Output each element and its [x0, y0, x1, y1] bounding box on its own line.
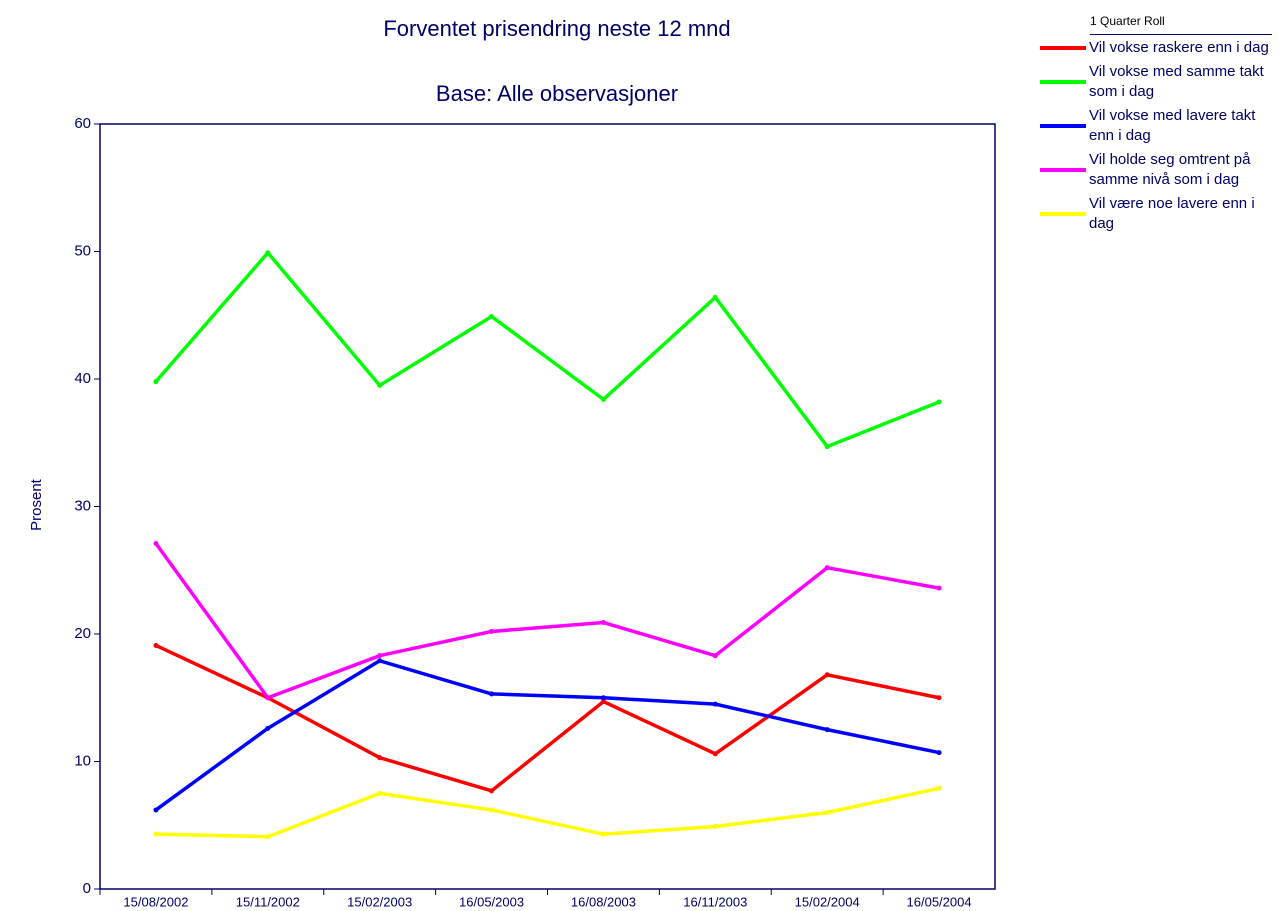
y-tick-label: 20 [74, 625, 91, 642]
series-line [155, 643, 940, 793]
legend-swatch [1040, 46, 1086, 50]
chart-subtitle: Base: Alle observasjoner [436, 81, 678, 106]
x-tick-label: 16/05/2004 [907, 894, 972, 909]
x-tick-label: 15/02/2004 [795, 894, 860, 909]
point [377, 658, 383, 664]
point [377, 382, 383, 388]
point [824, 727, 830, 733]
legend-swatch [1040, 80, 1086, 84]
point [712, 751, 718, 757]
point [489, 691, 495, 697]
legend-label: Vil vokse raskere enn i dag [1089, 39, 1269, 56]
point [265, 695, 271, 701]
point [824, 444, 830, 450]
x-tick-label: 16/05/2003 [459, 894, 524, 909]
y-tick-label: 30 [74, 497, 91, 514]
point [712, 824, 718, 830]
series-line [154, 659, 940, 812]
plot-frame [99, 123, 996, 890]
y-axis-label: Prosent [28, 478, 45, 531]
y-tick-label: 10 [74, 752, 91, 769]
point [824, 672, 830, 678]
y-tick-label: 60 [74, 115, 91, 132]
point [377, 790, 383, 796]
legend: 1 Quarter Roll Vil vokse raskere enn i d… [1040, 14, 1272, 238]
point [489, 314, 495, 320]
point [600, 620, 606, 626]
point [153, 642, 159, 648]
point [600, 695, 606, 701]
point [712, 701, 718, 707]
point [153, 540, 159, 546]
legend-item: Vil vokse med samme takt som i dag [1040, 62, 1272, 102]
legend-item: Vil vokse med lavere takt enn i dag [1040, 106, 1272, 146]
point [936, 399, 942, 405]
legend-swatch [1040, 124, 1086, 128]
point [712, 653, 718, 659]
point [265, 834, 271, 840]
y-tick-label: 0 [83, 880, 91, 897]
point [824, 565, 830, 571]
point [712, 294, 718, 300]
x-tick-label: 15/02/2003 [347, 894, 412, 909]
point [824, 810, 830, 815]
point [936, 785, 942, 791]
point [265, 250, 271, 256]
point [377, 653, 383, 659]
legend-item: Vil være noe lavere enn i dag [1040, 194, 1272, 234]
series-line [154, 542, 940, 700]
legend-swatch [1040, 168, 1086, 172]
point [936, 585, 942, 591]
point [153, 379, 159, 385]
point [489, 628, 495, 634]
point [600, 831, 606, 837]
legend-label: Vil være noe lavere enn i dag [1089, 195, 1255, 232]
point [600, 396, 606, 402]
point [600, 699, 606, 705]
x-tick-label: 15/11/2002 [236, 894, 300, 909]
legend-title: 1 Quarter Roll [1090, 14, 1272, 35]
y-tick-label: 50 [74, 242, 91, 259]
point [377, 755, 383, 761]
series-line [155, 786, 940, 839]
point [265, 725, 271, 731]
series-line [154, 251, 940, 449]
x-tick-label: 16/11/2003 [683, 894, 747, 909]
legend-item: Vil holde seg omtrent på samme nivå som … [1040, 150, 1272, 190]
x-tick-label: 15/08/2002 [123, 894, 188, 909]
legend-label: Vil holde seg omtrent på samme nivå som … [1089, 151, 1251, 188]
chart-title: Forventet prisendring neste 12 mnd [383, 16, 730, 41]
legend-item: Vil vokse raskere enn i dag [1040, 38, 1272, 58]
x-tick-label: 16/08/2003 [571, 894, 636, 909]
point [153, 807, 159, 813]
point [153, 831, 159, 837]
point [489, 788, 495, 794]
legend-swatch [1040, 212, 1086, 216]
legend-label: Vil vokse med samme takt som i dag [1089, 63, 1264, 100]
y-tick-label: 40 [74, 370, 91, 387]
point [489, 807, 495, 813]
legend-label: Vil vokse med lavere takt enn i dag [1089, 107, 1256, 144]
point [936, 695, 942, 701]
point [936, 750, 942, 756]
